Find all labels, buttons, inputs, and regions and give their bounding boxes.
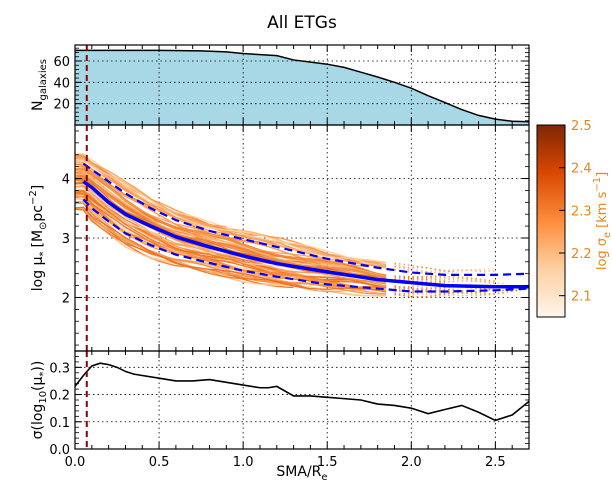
y-tick-label: 0.0 bbox=[49, 443, 70, 458]
profile-line-dotted bbox=[394, 269, 488, 273]
series-median bbox=[82, 180, 529, 289]
series-scatter bbox=[75, 362, 529, 422]
y-label-top: Ngalaxies bbox=[30, 59, 49, 111]
x-axis-label: SMA/Re bbox=[276, 464, 327, 483]
colorbar-tick-label: 2.1 bbox=[571, 290, 592, 305]
colorbar: 2.1 2.2 2.3 2.4 2.5 bbox=[536, 119, 592, 318]
profile-line-dotted bbox=[394, 276, 496, 282]
y-tick-label: 0.1 bbox=[49, 416, 70, 431]
profile-line bbox=[75, 175, 387, 279]
profile-line bbox=[75, 168, 336, 264]
profile-line-dotted bbox=[394, 286, 420, 291]
y-tick-label: 20 bbox=[53, 98, 70, 113]
colorbar-gradient bbox=[536, 124, 566, 318]
profile-line bbox=[75, 190, 387, 289]
profile-line bbox=[75, 171, 387, 277]
profile-line-dotted bbox=[394, 286, 420, 290]
y-tick-label: 60 bbox=[53, 55, 70, 70]
profile-line bbox=[75, 195, 387, 289]
svg-text:log μ*[M⊙pc−2]: log μ*[M⊙pc−2] bbox=[28, 185, 49, 291]
svg-text:σ(log10(μ*)): σ(log10(μ*)) bbox=[30, 361, 49, 440]
profile-line-dotted bbox=[394, 279, 496, 285]
y-tick-label: 0.2 bbox=[49, 389, 70, 404]
profile-line bbox=[75, 165, 353, 269]
profile-line-dotted bbox=[394, 290, 504, 295]
profile-line-dotted bbox=[394, 292, 454, 298]
series-lower bbox=[82, 198, 529, 293]
count-area bbox=[75, 50, 529, 125]
profile-line-dotted bbox=[394, 265, 412, 272]
y-tick-label: 4 bbox=[62, 173, 70, 188]
profile-line-dotted bbox=[394, 275, 437, 278]
x-tick-label: 2.0 bbox=[401, 455, 422, 470]
x-tick-label: 0.0 bbox=[65, 455, 86, 470]
y-tick-label: 3 bbox=[62, 232, 70, 247]
colorbar-tick-label: 2.5 bbox=[571, 119, 592, 134]
profile-line bbox=[75, 206, 387, 293]
x-tick-label: 1.0 bbox=[233, 455, 254, 470]
panel-surface-density: 2 3 4 bbox=[62, 124, 530, 352]
profile-line-dotted bbox=[394, 263, 429, 273]
profile-line bbox=[75, 185, 269, 263]
panel-galaxy-count: 20 40 60 bbox=[53, 44, 530, 126]
y-label-mid: log μ*[M⊙pc−2] bbox=[28, 185, 49, 291]
profile-line-dotted bbox=[394, 277, 488, 282]
chart-title: All ETGs bbox=[267, 13, 337, 33]
colorbar-tick-label: 2.3 bbox=[571, 204, 592, 219]
profile-line-dotted bbox=[394, 262, 454, 273]
panel-scatter: 0.0 0.1 0.2 0.3 0.0 0.5 1.0 1.5 2.0 2.5 bbox=[49, 350, 530, 470]
colorbar-tick-label: 2.2 bbox=[571, 247, 592, 262]
panel-frame bbox=[74, 350, 530, 450]
y-label-bot: σ(log10(μ*)) bbox=[30, 361, 49, 440]
colorbar-tick-label: 2.4 bbox=[571, 162, 592, 177]
y-tick-label: 40 bbox=[53, 76, 70, 91]
plot-area-bot bbox=[75, 351, 529, 449]
profile-line-dotted bbox=[394, 291, 504, 297]
x-tick-label: 0.5 bbox=[149, 455, 170, 470]
profile-line bbox=[75, 156, 227, 228]
profile-line bbox=[75, 194, 387, 289]
y-tick-label: 0.3 bbox=[49, 361, 70, 376]
x-tick-label: 1.5 bbox=[317, 455, 338, 470]
profile-line bbox=[75, 159, 387, 264]
profile-line-dotted bbox=[394, 277, 504, 285]
svg-text:log σe[km s−1]: log σe[km s−1] bbox=[592, 172, 612, 270]
plot-area-mid bbox=[75, 125, 529, 351]
colorbar-label: log σe[km s−1] bbox=[592, 172, 612, 270]
count-line bbox=[75, 49, 529, 123]
svg-text:Ngalaxies: Ngalaxies bbox=[30, 59, 49, 111]
profile-line-dotted bbox=[394, 268, 496, 274]
profile-line-dotted bbox=[394, 292, 454, 298]
x-tick-label: 2.5 bbox=[485, 455, 506, 470]
y-tick-label: 2 bbox=[62, 291, 70, 306]
profile-line-dotted bbox=[394, 288, 521, 295]
profile-line bbox=[75, 173, 387, 278]
plot-area-top bbox=[75, 45, 529, 125]
